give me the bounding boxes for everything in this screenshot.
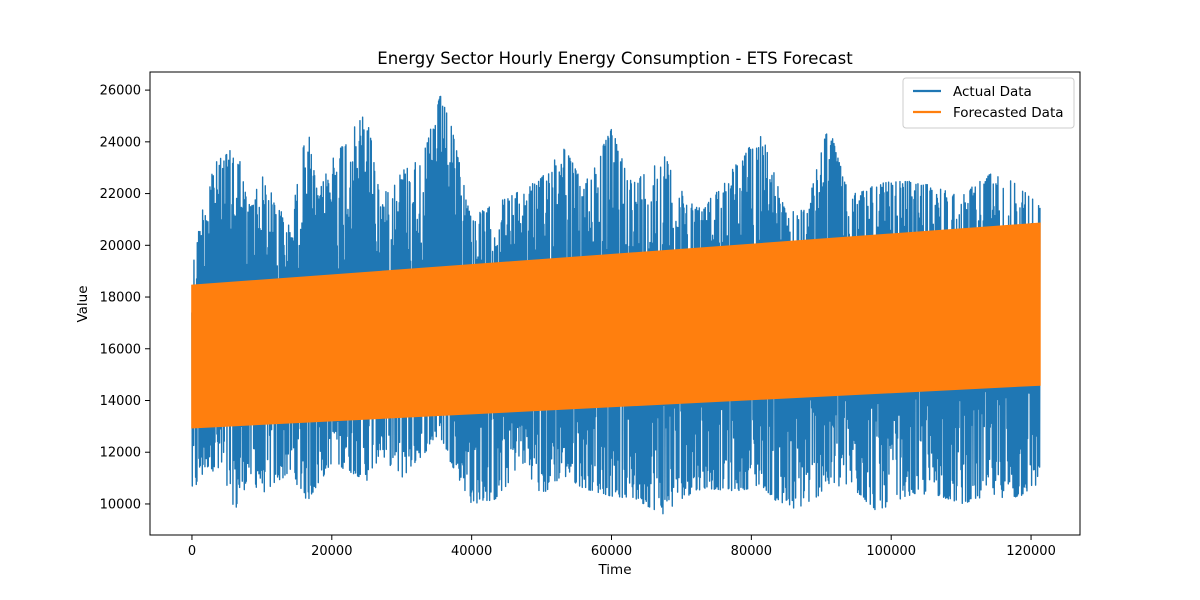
y-tick-label: 24000 [100, 135, 141, 150]
x-tick-label: 100000 [866, 544, 916, 559]
legend: Actual Data Forecasted Data [902, 77, 1075, 129]
y-tick-label: 18000 [100, 291, 141, 306]
x-tick-label: 80000 [731, 544, 772, 559]
x-axis-label: Time [597, 562, 631, 578]
x-tick-label: 0 [188, 544, 196, 559]
x-tick-label: 120000 [1006, 544, 1056, 559]
legend-label-actual: Actual Data [953, 84, 1032, 100]
y-tick-label: 12000 [100, 446, 141, 461]
x-tick-label: 60000 [591, 544, 632, 559]
y-tick-label: 10000 [100, 497, 141, 512]
legend-label-forecast: Forecasted Data [953, 105, 1064, 121]
legend-box [902, 77, 1075, 129]
y-tick-label: 16000 [100, 342, 141, 357]
forecast-data-band [191, 222, 1041, 429]
x-tick-label: 40000 [451, 544, 492, 559]
y-tick-label: 20000 [100, 239, 141, 254]
axes-frame [149, 71, 1081, 536]
y-tick-label: 26000 [100, 84, 141, 99]
y-axis: 10000 12000 14000 16000 18000 20000 22000 24000… [100, 84, 150, 512]
chart-title: Energy Sector Hourly Energy Consumption … [377, 49, 853, 68]
x-tick-label: 20000 [311, 544, 352, 559]
y-tick-label: 22000 [100, 187, 141, 202]
plot-area [191, 95, 1041, 515]
y-tick-label: 14000 [100, 394, 141, 409]
y-axis-label: Value [75, 285, 91, 322]
x-axis: 0 20000 40000 60000 80000 100000 120000 [188, 535, 1056, 559]
